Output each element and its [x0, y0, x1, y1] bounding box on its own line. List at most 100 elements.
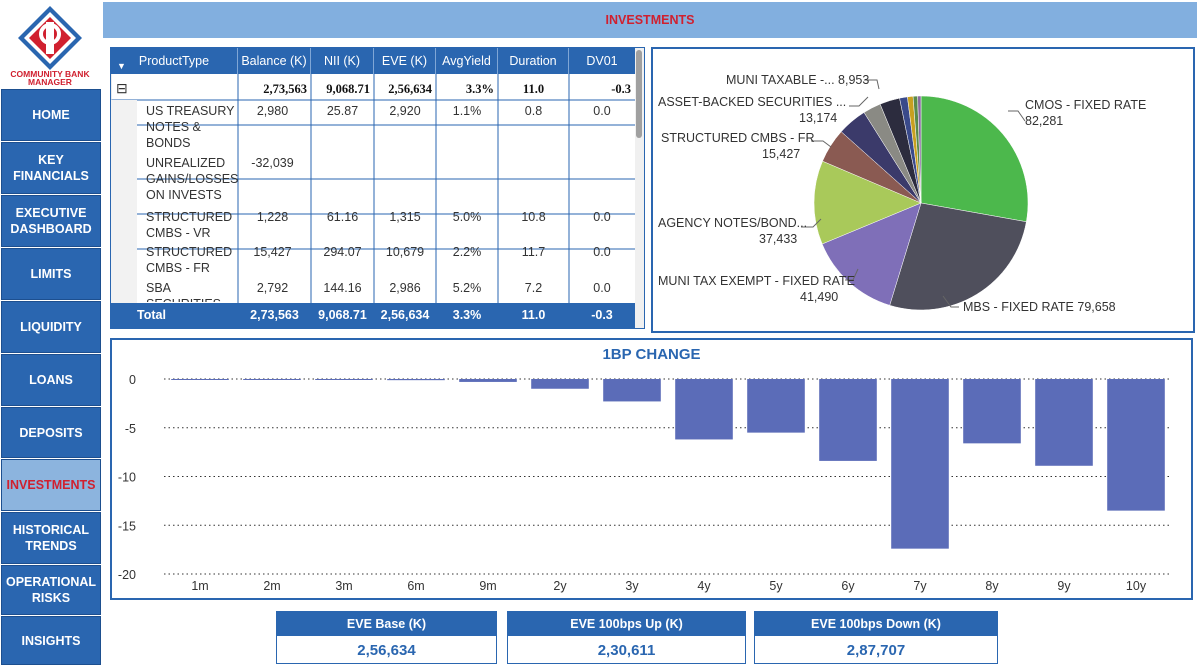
collapse-toggle-icon[interactable]: ⊟ — [116, 80, 128, 96]
col-header-balance[interactable]: Balance (K) — [238, 48, 311, 74]
col-header-duration[interactable]: Duration — [498, 48, 569, 74]
pie-label-mbs: MBS - FIXED RATE 79,658 — [963, 300, 1116, 314]
row-balance: -32,039 — [251, 156, 294, 170]
pie-label-abs-name: ASSET-BACKED SECURITIES ... — [658, 95, 847, 109]
x-tick-label: 5y — [769, 579, 783, 593]
kpi-eve-100bps-down-value: 2,87,707 — [846, 641, 906, 659]
nav-limits[interactable]: LIMITS — [1, 248, 101, 300]
total-nii: 9,068.71 — [318, 308, 367, 322]
leader-line — [942, 295, 959, 308]
row-balance: 2,980 — [256, 104, 289, 118]
pie-slice[interactable] — [813, 160, 922, 245]
pie-chart — [801, 79, 1029, 311]
row-name: US TREASURY NOTES & BONDS — [146, 104, 235, 150]
x-tick-label: 2m — [263, 579, 280, 593]
nav-deposits[interactable]: DEPOSITS — [1, 407, 101, 458]
row-dv01: 0.0 — [593, 210, 611, 224]
pie-slice[interactable] — [889, 202, 1027, 311]
pie-label-cmos-value: 82,281 — [1025, 114, 1064, 128]
row-avgyield: 5.0% — [452, 210, 482, 224]
table-scrollbar-thumb[interactable] — [636, 50, 642, 138]
x-tick-label: 2y — [553, 579, 567, 593]
row-duration: 0.8 — [524, 104, 543, 118]
table-header: ProductType ▼ Balance (K) NII (K) EVE (K… — [111, 48, 635, 74]
bar[interactable] — [459, 379, 517, 382]
sort-down-icon[interactable]: ▼ — [117, 61, 126, 71]
pie-label-cmbs-fr-name: STRUCTURED CMBS - FR — [661, 131, 815, 145]
brand-logo: COMMUNITY BANK MANAGER — [0, 0, 100, 87]
col-header-eve[interactable]: EVE (K) — [374, 48, 436, 74]
group-eve: 2,56,634 — [388, 82, 432, 96]
brand-name-line2: MANAGER — [28, 77, 72, 87]
leader-line — [1008, 110, 1026, 122]
pie-slice[interactable] — [917, 95, 922, 204]
nav-investments[interactable]: INVESTMENTS — [1, 459, 101, 511]
row-dv01: 0.0 — [593, 104, 611, 118]
bar[interactable] — [1035, 379, 1093, 466]
row-balance: 2,792 — [256, 281, 289, 295]
row-indent — [111, 100, 137, 303]
bar-chart-panel: 1BP CHANGE 0 -5 -10 -15 -20 1m 2m 3m 6m 9m 2y 3y 4y 5… — [110, 338, 1193, 600]
kpi-eve-100bps-down-label: EVE 100bps Down (K) — [755, 612, 997, 636]
row-eve: 2,986 — [389, 281, 421, 295]
pie-slice[interactable] — [920, 95, 1029, 223]
group-duration: 11.0 — [522, 82, 545, 96]
bar[interactable] — [387, 379, 445, 381]
col-header-avgyield[interactable]: AvgYield — [436, 48, 498, 74]
total-duration: 11.0 — [521, 308, 546, 322]
row-eve: 10,679 — [385, 245, 425, 259]
y-tick-label: -5 — [125, 422, 136, 436]
col-header-nii[interactable]: NII (K) — [311, 48, 374, 74]
y-tick-label: -10 — [118, 471, 136, 485]
bar[interactable] — [603, 379, 661, 402]
table-scrollbar[interactable] — [635, 48, 644, 328]
bar[interactable] — [819, 379, 877, 461]
col-header-dv01[interactable]: DV01 — [586, 54, 618, 68]
bar[interactable] — [747, 379, 805, 433]
total-label: Total — [137, 308, 166, 322]
row-eve: 2,920 — [389, 104, 421, 118]
investments-table: ProductType ▼ Balance (K) NII (K) EVE (K… — [110, 47, 645, 329]
kpi-eve-base-value: 2,56,634 — [357, 641, 416, 659]
row-dv01: 0.0 — [593, 245, 611, 259]
col-header-producttype[interactable]: ProductType ▼ — [111, 48, 238, 74]
nav-executive-dashboard[interactable]: EXECUTIVE DASHBOARD — [1, 195, 101, 247]
row-name: UNREALIZED GAINS/LOSSES ON INVESTS — [146, 156, 239, 202]
bar[interactable] — [891, 379, 949, 549]
nav-insights[interactable]: INSIGHTS — [1, 616, 101, 665]
x-tick-label: 3y — [625, 579, 639, 593]
pie-label-muni-taxable: MUNI TAXABLE -... 8,953 — [726, 73, 870, 87]
total-avgyield: 3.3% — [452, 308, 482, 322]
nav-loans[interactable]: LOANS — [1, 354, 101, 406]
nav-operational-risks[interactable]: OPERATIONAL RISKS — [1, 565, 101, 615]
bar[interactable] — [1107, 379, 1165, 511]
bar[interactable] — [675, 379, 733, 440]
bar[interactable] — [315, 379, 373, 380]
nav-home[interactable]: HOME — [1, 89, 101, 141]
leader-line — [845, 268, 859, 281]
nav-key-financials[interactable]: KEY FINANCIALS — [1, 142, 101, 194]
row-balance: 1,228 — [256, 210, 289, 224]
bar[interactable] — [531, 379, 589, 389]
kpi-eve-base-label: EVE Base (K) — [277, 612, 496, 636]
row-eve: 1,315 — [389, 210, 421, 224]
bar[interactable] — [243, 379, 301, 380]
bar[interactable] — [171, 379, 229, 380]
nav-historical-trends[interactable]: HISTORICAL TRENDS — [1, 512, 101, 564]
y-tick-label: -15 — [118, 519, 136, 533]
bar[interactable] — [963, 379, 1021, 444]
nav-liquidity[interactable]: LIQUIDITY — [1, 301, 101, 353]
group-nii: 9,068.71 — [326, 82, 370, 96]
table-grid — [111, 74, 635, 303]
group-dv01: -0.3 — [611, 82, 631, 96]
col-header-producttype-label: ProductType — [138, 54, 210, 68]
pie-label-muni-exempt-name: MUNI TAX EXEMPT - FIXED RATE — [658, 274, 856, 288]
total-dv01: -0.3 — [591, 308, 613, 322]
row-duration: 10.8 — [521, 210, 546, 224]
y-tick-label: 0 — [129, 373, 136, 387]
x-tick-label: 8y — [985, 579, 999, 593]
row-name: SBA SECURITIES — [146, 281, 221, 302]
total-balance: 2,73,563 — [250, 308, 299, 322]
leader-line — [849, 96, 869, 107]
table-total-row: Total 2,73,563 9,068.71 2,56,634 3.3% 11… — [111, 303, 635, 328]
